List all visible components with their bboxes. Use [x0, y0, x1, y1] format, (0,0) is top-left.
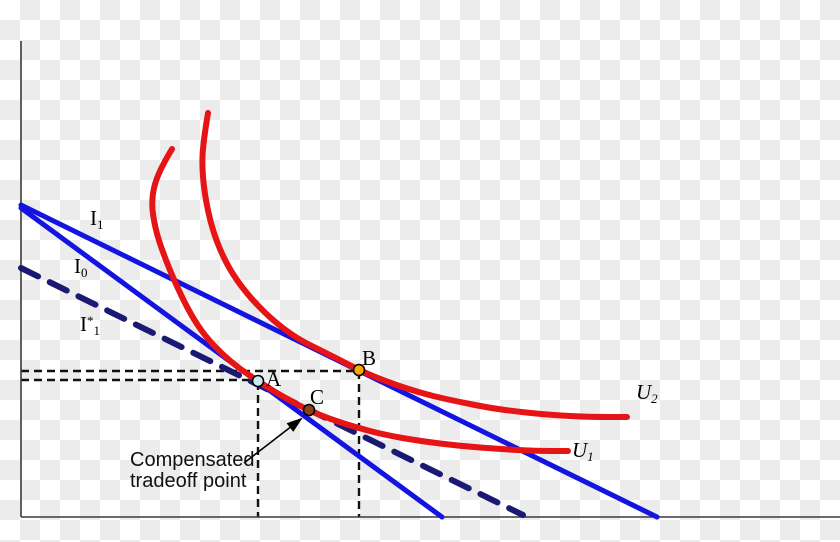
label-compensated-line-I-star-1: I*1	[80, 312, 101, 338]
label-point-B: B	[362, 346, 377, 370]
label-curve-U2: U2	[636, 380, 658, 406]
label-point-C: C	[310, 385, 325, 409]
series-Istar1	[18, 265, 526, 518]
series-U2	[199, 110, 630, 420]
label-budget-line-I0: I0	[74, 254, 88, 280]
compensated-tradeoff-annotation: Compensated tradeoff point	[130, 450, 255, 492]
label-budget-line-I1: I1	[90, 206, 104, 232]
point-C	[302, 403, 316, 417]
point-A	[251, 374, 265, 388]
annotation-line2: tradeoff point	[130, 470, 247, 492]
annotation-line1: Compensated	[130, 449, 255, 471]
point-B	[352, 363, 366, 377]
label-point-A: A	[266, 367, 282, 391]
series-U1	[149, 146, 571, 454]
label-curve-U1: U1	[572, 438, 594, 464]
annotation-arrow-head	[286, 417, 303, 432]
